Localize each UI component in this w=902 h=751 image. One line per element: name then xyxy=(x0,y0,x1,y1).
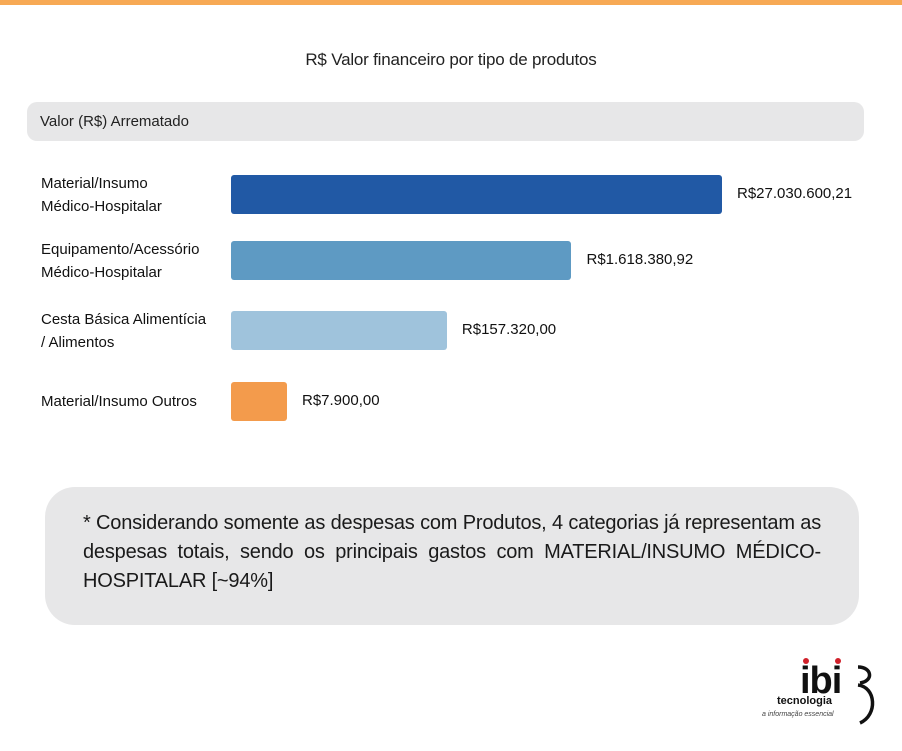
logo-tagline: a informação essencial xyxy=(762,711,834,718)
logo-name-text: ibi xyxy=(800,660,841,702)
value-label: R$1.618.380,92 xyxy=(586,251,694,268)
category-label-line: Médico-Hospitalar xyxy=(41,197,162,215)
category-label: Equipamento/Acessório Médico-Hospitalar xyxy=(41,238,221,284)
category-label: Material/Insumo Outros xyxy=(41,390,221,413)
top-accent-stripe xyxy=(0,0,902,5)
series-header-bar: Valor (R$) Arrematado xyxy=(27,102,864,141)
category-label-line: Material/Insumo xyxy=(41,174,148,192)
bar xyxy=(231,175,722,214)
category-label-line: Equipamento/Acessório xyxy=(41,240,200,258)
value-label: R$7.900,00 xyxy=(302,392,380,409)
ibi-logo-mark-icon: ibi xyxy=(800,658,875,725)
ibi-logo: ibi tecnologia a informação essencial xyxy=(755,655,885,730)
category-label-line: Material/Insumo Outros xyxy=(41,393,197,410)
category-label: Cesta Básica Alimentícia / Alimentos xyxy=(41,308,221,354)
bar xyxy=(231,241,572,280)
value-label: R$27.030.600,21 xyxy=(737,185,853,202)
category-label-line: / Alimentos xyxy=(41,333,115,351)
value-label: R$157.320,00 xyxy=(461,321,557,338)
note-box: * Considerando somente as despesas com P… xyxy=(45,487,859,625)
logo-word: tecnologia xyxy=(777,695,833,707)
category-label: Material/Insumo Médico-Hospitalar xyxy=(41,172,221,218)
category-label-line: Médico-Hospitalar xyxy=(41,263,162,281)
category-label-line: Cesta Básica Alimentícia xyxy=(41,310,207,328)
note-text: * Considerando somente as despesas com P… xyxy=(83,512,821,592)
bar xyxy=(231,382,287,421)
series-header-label: Valor (R$) Arrematado xyxy=(40,113,189,130)
bar xyxy=(231,311,447,350)
chart-title: R$ Valor financeiro por tipo de produtos xyxy=(305,50,597,69)
